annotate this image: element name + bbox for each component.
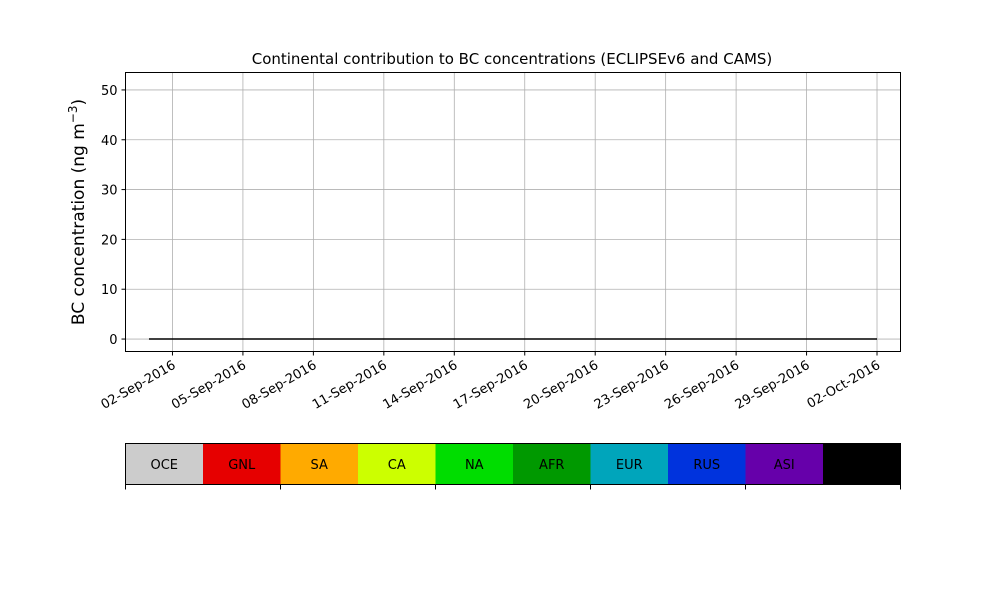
x-tick-label: 17-Sep-2016 xyxy=(451,358,531,413)
x-tick-label: 08-Sep-2016 xyxy=(240,358,320,413)
x-tick-label: 29-Sep-2016 xyxy=(733,358,813,413)
x-tick-label: 20-Sep-2016 xyxy=(521,358,601,413)
y-tick-label: 0 xyxy=(109,333,117,348)
grid xyxy=(125,72,901,352)
x-tick-label: 02-Oct-2016 xyxy=(805,358,883,412)
legend-swatch-ca xyxy=(358,443,436,485)
y-axis-label-exponent: −3 xyxy=(66,105,80,123)
y-axis-label-text: BC concentration (ng m xyxy=(69,123,89,325)
y-tick-label: 30 xyxy=(101,184,118,199)
y-tick-label: 20 xyxy=(101,233,118,248)
y-tick-label: 40 xyxy=(101,134,118,149)
legend-label-ca: CA xyxy=(388,458,406,473)
legend-label-aus: AUS xyxy=(848,458,875,473)
legend-label-afr: AFR xyxy=(539,458,564,473)
legend-swatch-rus xyxy=(668,443,746,485)
legend-frame xyxy=(125,443,901,485)
x-tick-label: 14-Sep-2016 xyxy=(380,358,460,413)
chart-title: Continental contribution to BC concentra… xyxy=(252,50,773,68)
legend-label-gnl: GNL xyxy=(228,458,256,473)
legend-label-eur: EUR xyxy=(616,458,643,473)
x-tick-label: 11-Sep-2016 xyxy=(310,358,390,413)
legend-label-na: NA xyxy=(465,458,484,473)
plot-frame xyxy=(125,72,901,352)
x-tick-label: 26-Sep-2016 xyxy=(662,358,742,413)
legend-label-rus: RUS xyxy=(693,458,720,473)
legend-swatch-gnl xyxy=(203,443,281,485)
y-tick-label: 50 xyxy=(101,84,118,99)
legend-label-oce: OCE xyxy=(150,458,178,473)
legend-swatch-aus xyxy=(823,443,901,485)
legend-swatch-oce xyxy=(125,443,204,485)
colorbar-legend: OCE GNL SA CA NA AFR EUR RUS ASI AUS xyxy=(125,443,901,490)
legend-swatch-asi xyxy=(745,443,824,485)
y-tick-label: 10 xyxy=(101,283,118,298)
legend-label-asi: ASI xyxy=(774,458,795,473)
x-tick-label: 02-Sep-2016 xyxy=(99,358,179,413)
legend-swatch-sa xyxy=(280,443,359,485)
x-tick-label: 05-Sep-2016 xyxy=(169,358,249,413)
legend-swatch-afr xyxy=(513,443,591,485)
axis-ticks: 02-Sep-201605-Sep-201608-Sep-201611-Sep-… xyxy=(99,84,883,413)
y-axis-label-close: ) xyxy=(69,99,89,106)
legend-swatch-eur xyxy=(590,443,669,485)
x-tick-label: 23-Sep-2016 xyxy=(592,358,672,413)
legend-swatch-na xyxy=(435,443,514,485)
y-axis-label: BC concentration (ng m−3) xyxy=(66,99,89,325)
legend-label-sa: SA xyxy=(311,458,328,473)
